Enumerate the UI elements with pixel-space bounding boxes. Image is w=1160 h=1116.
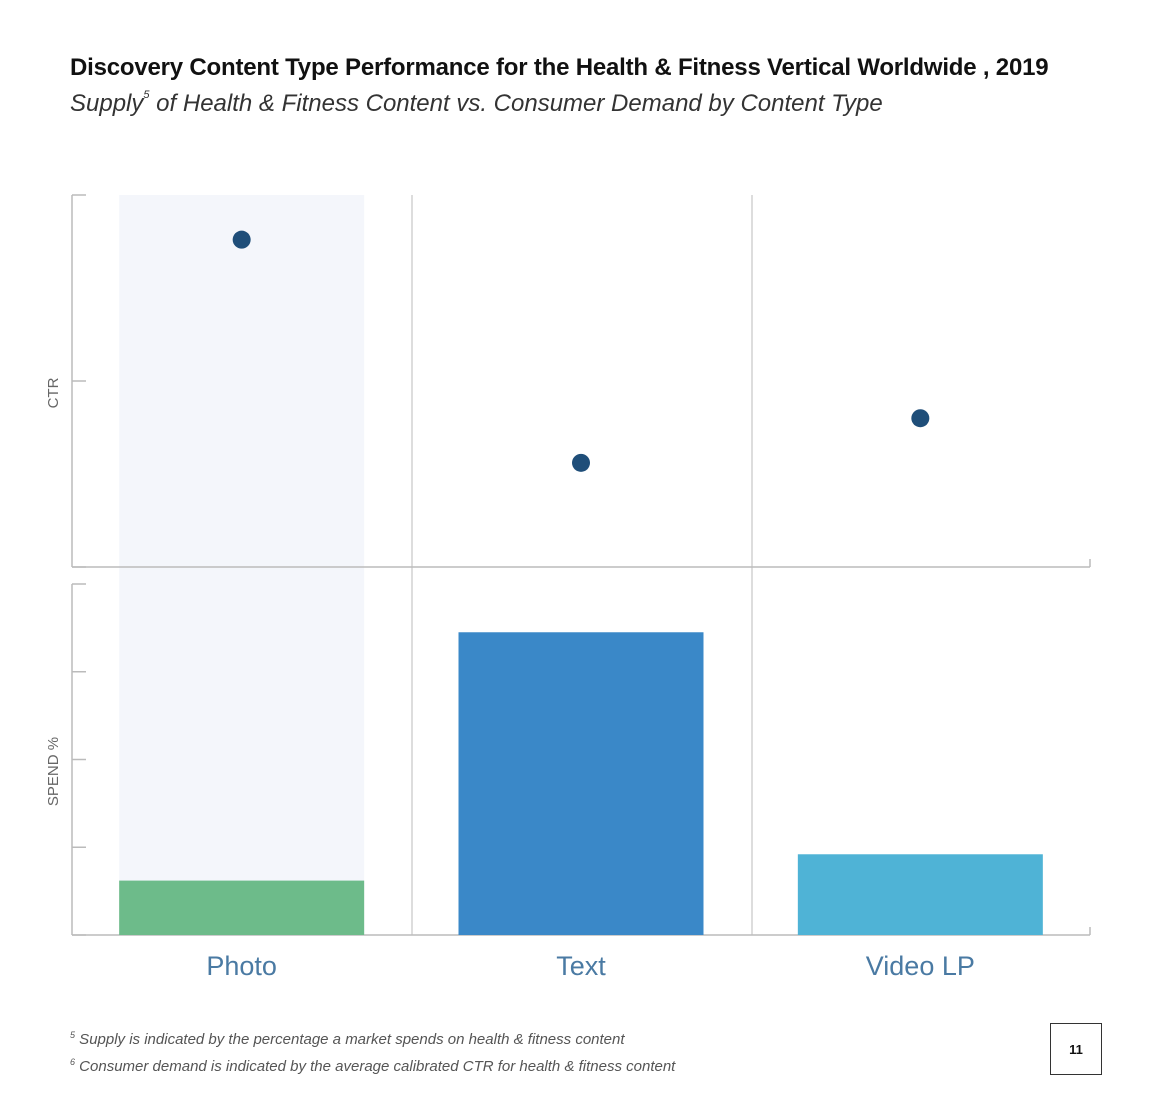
footnotes: 5 Supply is indicated by the percentage … (70, 1024, 675, 1078)
spend-bar (458, 632, 704, 935)
subtitle-prefix: Supply (70, 90, 144, 117)
subtitle-footnote-marker: 5 (143, 89, 150, 101)
category-label: Video LP (866, 951, 975, 981)
spend-bar (797, 854, 1043, 935)
footnote-marker: 5 (70, 1030, 76, 1040)
spend-bar (119, 880, 365, 935)
category-label: Photo (206, 951, 277, 981)
ctr-axis-label: CTR (45, 377, 62, 408)
highlight-band (119, 195, 365, 935)
category-label: Text (556, 951, 606, 981)
chart-subtitle: Supply5 of Health & Fitness Content vs. … (70, 89, 883, 118)
footnote-text: Supply is indicated by the percentage a … (75, 1031, 625, 1048)
page-number: 11 (1050, 1023, 1102, 1075)
chart-title: Discovery Content Type Performance for t… (70, 54, 1049, 81)
ctr-point (232, 230, 251, 249)
footnote-marker: 6 (70, 1057, 76, 1067)
spend-axis-label: SPEND % (45, 737, 62, 806)
footnote-demand: 6 Consumer demand is indicated by the av… (70, 1051, 675, 1078)
footnote-supply: 5 Supply is indicated by the percentage … (70, 1024, 675, 1051)
ctr-point (911, 409, 930, 428)
footnote-text: Consumer demand is indicated by the aver… (75, 1058, 676, 1075)
ctr-point (572, 453, 590, 472)
subtitle-suffix: of Health & Fitness Content vs. Consumer… (149, 90, 883, 117)
